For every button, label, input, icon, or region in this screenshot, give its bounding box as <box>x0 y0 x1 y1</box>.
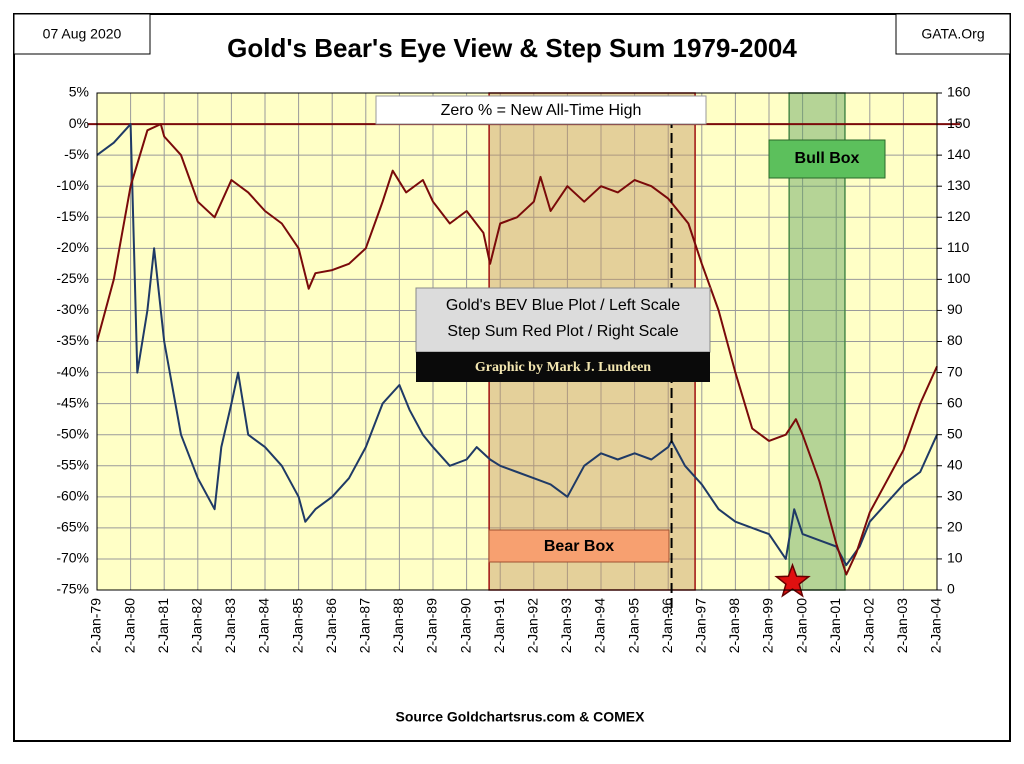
y2-tick-label: 90 <box>947 301 963 317</box>
y2-tick-label: 110 <box>947 239 970 255</box>
x-tick-label: 2-Jan-87 <box>357 598 373 653</box>
plot-border <box>96 92 938 591</box>
y-tick-label: -5% <box>64 146 89 162</box>
y-tick-label: -50% <box>56 425 89 441</box>
y-tick-label: -25% <box>56 270 89 286</box>
legend-entry: Gold's BEV Blue Plot / Left Scale <box>446 297 680 314</box>
y2-tick-label: 50 <box>947 425 963 441</box>
x-tick-label: 2-Jan-98 <box>726 598 742 653</box>
y-tick-label: -35% <box>56 332 89 348</box>
y-tick-label: -60% <box>56 488 89 504</box>
overlay: Zero % = New All-Time High Gold's BEV Blu… <box>375 95 886 615</box>
y-tick-label: 5% <box>69 84 89 100</box>
x-tick-label: 2-Jan-03 <box>894 598 910 653</box>
date-label: 07 Aug 2020 <box>43 26 122 42</box>
x-tick-label: 2-Jan-00 <box>793 598 809 653</box>
x-tick-label: 2-Jan-91 <box>491 598 507 653</box>
y2-tick-label: 80 <box>947 332 963 348</box>
x-tick-label: 2-Jan-94 <box>592 598 608 653</box>
y2-tick-label: 100 <box>947 270 971 286</box>
y-tick-label: -15% <box>56 208 89 224</box>
y2-tick-label: 10 <box>947 550 963 566</box>
x-tick-label: 2-Jan-97 <box>693 598 709 653</box>
x-tick-label: 2-Jan-02 <box>861 598 877 653</box>
y2-tick-label: 150 <box>947 115 971 131</box>
x-tick-label: 2-Jan-83 <box>222 598 238 653</box>
y2-tick-label: 130 <box>947 177 971 193</box>
series-line <box>96 123 938 576</box>
credit: Graphic by Mark J. Lundeen <box>475 360 651 375</box>
bull-label: Bull Box <box>795 150 860 167</box>
x-tick-label: 2-Jan-89 <box>424 598 440 653</box>
x-tick-label: 2-Jan-80 <box>121 598 137 653</box>
y-tick-label: -55% <box>56 456 89 472</box>
y2-tick-label: 20 <box>947 519 963 535</box>
y-tick-label: -20% <box>56 239 89 255</box>
brand: GATA.Org <box>921 26 984 42</box>
y2-tick-label: 120 <box>947 208 971 224</box>
x-tick-label: 2-Jan-84 <box>256 598 272 653</box>
x-tick-label: 2-Jan-88 <box>390 598 406 653</box>
y2-tick-label: 60 <box>947 394 963 410</box>
y-tick-label: -40% <box>56 363 89 379</box>
y-tick-label: -10% <box>56 177 89 193</box>
legend-box <box>415 287 711 353</box>
chart-title: Gold's Bear's Eye View & Step Sum 1979-2… <box>227 33 797 63</box>
y-tick-label: -30% <box>56 301 89 317</box>
x-tick-label: 2-Jan-81 <box>155 598 171 653</box>
x-tick-label: 2-Jan-01 <box>827 598 843 653</box>
x-tick-label: 2-Jan-99 <box>760 598 776 653</box>
y-tick-label: -45% <box>56 394 89 410</box>
x-tick-label: 2-Jan-04 <box>928 598 944 653</box>
brand-box <box>895 13 1011 55</box>
x-tick-label: 2-Jan-95 <box>625 598 641 653</box>
y2-tick-label: 40 <box>947 456 963 472</box>
annotation: Zero % = New All-Time High <box>441 102 642 119</box>
bull-label-box <box>768 139 886 179</box>
y-tick-label: -70% <box>56 550 89 566</box>
x-tick-label: 2-Jan-86 <box>323 598 339 653</box>
star <box>774 562 811 598</box>
x-tick-label: 2-Jan-93 <box>558 598 574 653</box>
bear-label-box <box>488 529 670 563</box>
series-line <box>96 123 938 567</box>
y-tick-label: -75% <box>56 581 89 597</box>
x-tick-label: 2-Jan-90 <box>457 598 473 653</box>
legend-entry: Step Sum Red Plot / Right Scale <box>447 323 678 340</box>
bear-label: Bear Box <box>544 538 614 555</box>
y-tick-label: -65% <box>56 519 89 535</box>
source: Source Goldchartsrus.com & COMEX <box>396 709 646 725</box>
x-tick-label: 2-Jan-79 <box>88 598 104 653</box>
y2-tick-label: 0 <box>947 581 955 597</box>
y-tick-label: 0% <box>69 115 89 131</box>
x-tick-label: 2-Jan-92 <box>525 598 541 653</box>
y2-tick-label: 30 <box>947 488 963 504</box>
date-box <box>13 13 151 55</box>
y2-tick-label: 70 <box>947 363 963 379</box>
y2-tick-label: 160 <box>947 84 971 100</box>
credit-box <box>416 352 710 382</box>
x-tick-label: 2-Jan-85 <box>289 598 305 653</box>
annotation-box <box>375 95 707 125</box>
x-tick-label: 2-Jan-96 <box>659 598 675 653</box>
x-tick-label: 2-Jan-82 <box>189 598 205 653</box>
y2-tick-label: 140 <box>947 146 971 162</box>
